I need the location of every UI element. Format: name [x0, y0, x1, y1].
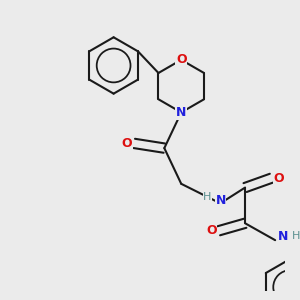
Text: O: O	[122, 137, 132, 150]
Text: H: H	[292, 231, 300, 242]
Text: N: N	[278, 230, 288, 243]
Text: N: N	[215, 194, 226, 207]
Text: O: O	[176, 53, 187, 66]
Text: O: O	[206, 224, 217, 237]
Text: N: N	[176, 106, 186, 119]
Text: O: O	[274, 172, 284, 185]
Text: H: H	[203, 192, 212, 202]
